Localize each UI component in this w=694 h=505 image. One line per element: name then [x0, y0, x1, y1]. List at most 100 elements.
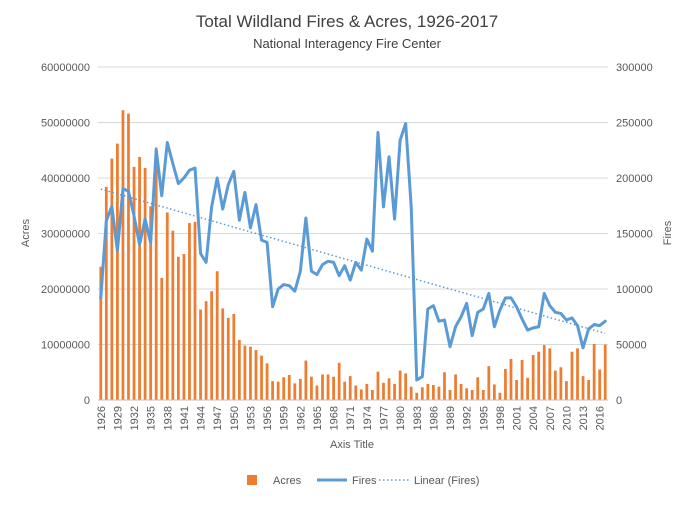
- acres-bar: [553, 370, 557, 400]
- y-axis-left-title: Acres: [20, 218, 32, 247]
- acres-bar: [143, 168, 147, 400]
- y-left-tick-label: 60000000: [41, 62, 90, 74]
- acres-bar: [454, 374, 457, 400]
- acres-bar: [437, 386, 441, 400]
- acres-bar: [193, 221, 197, 400]
- legend-acres-label: Acres: [273, 475, 302, 487]
- y-right-tick-label: 300000: [616, 62, 653, 74]
- y-left-tick-label: 40000000: [41, 173, 90, 185]
- acres-bar: [215, 271, 219, 400]
- acres-bar: [298, 378, 302, 400]
- acres-bar: [293, 383, 297, 400]
- acres-bar: [393, 383, 396, 400]
- acres-bar: [598, 369, 602, 400]
- acres-bar: [359, 389, 363, 400]
- acres-bar: [176, 256, 180, 400]
- y-right-tick-label: 200000: [616, 173, 653, 185]
- acres-bar: [481, 390, 485, 400]
- x-tick-label: 1968: [329, 406, 341, 430]
- acres-bar: [570, 351, 574, 400]
- acres-bar: [237, 340, 241, 400]
- y-right-tick-label: 150000: [616, 229, 653, 241]
- acres-bar: [465, 388, 469, 400]
- acres-bar: [226, 317, 230, 400]
- acres-bar: [382, 382, 385, 400]
- y-left-tick-label: 50000000: [41, 118, 90, 130]
- x-tick-label: 1980: [395, 406, 407, 430]
- acres-bar: [431, 385, 435, 400]
- acres-bar: [415, 392, 419, 400]
- legend: Acres Fires Linear (Fires): [247, 475, 479, 487]
- acres-bar: [121, 110, 125, 400]
- y-left-tick-label: 0: [84, 395, 90, 407]
- acres-bar: [304, 360, 308, 400]
- acres-bar: [165, 212, 169, 400]
- x-tick-label: 1941: [179, 406, 191, 430]
- acres-bar: [276, 381, 280, 400]
- acres-bar: [459, 383, 463, 400]
- acres-bar: [542, 345, 546, 400]
- acres-bar: [271, 381, 274, 400]
- x-tick-label: 1947: [212, 406, 224, 430]
- x-tick-label: 1995: [478, 406, 490, 430]
- x-tick-label: 1998: [495, 406, 507, 430]
- x-tick-label: 2004: [528, 406, 540, 430]
- acres-bar: [492, 384, 496, 400]
- acres-bar: [182, 254, 186, 400]
- acres-bar: [487, 366, 491, 400]
- x-tick-label: 2007: [545, 406, 557, 430]
- y-left-tick-label: 10000000: [41, 340, 90, 352]
- acres-bar: [221, 308, 225, 400]
- acres-bar: [204, 301, 208, 400]
- x-tick-label: 2001: [512, 406, 524, 430]
- x-tick-label: 1926: [96, 406, 108, 430]
- acres-bar: [548, 348, 552, 400]
- acres-bar: [321, 374, 324, 400]
- y-left-tick-label: 20000000: [41, 284, 90, 296]
- acres-bar: [104, 186, 108, 400]
- chart-title: Total Wildland Fires & Acres, 1926-2017: [196, 12, 498, 31]
- y-left-tick-label: 30000000: [41, 229, 90, 241]
- acres-bar: [420, 387, 424, 400]
- acres-bar: [365, 383, 369, 400]
- acres-bar: [99, 266, 103, 400]
- x-tick-label: 2013: [578, 406, 590, 430]
- x-tick-label: 2016: [595, 406, 607, 430]
- acres-bar: [243, 345, 247, 400]
- chart-subtitle: National Interagency Fire Center: [253, 36, 442, 51]
- acres-bar: [476, 377, 480, 400]
- acres-bar: [348, 376, 352, 400]
- x-tick-label: 1971: [345, 406, 357, 430]
- acres-bar: [581, 376, 585, 400]
- acres-bar: [160, 277, 164, 400]
- acres-bar: [265, 363, 269, 400]
- acres-bar: [282, 377, 286, 400]
- acres-bar: [537, 351, 541, 400]
- x-axis-title: Axis Title: [330, 439, 374, 451]
- acres-bar: [337, 362, 341, 400]
- acres-bar: [470, 390, 474, 400]
- x-tick-label: 1929: [112, 406, 124, 430]
- legend-acres-swatch: [247, 475, 257, 485]
- x-tick-label: 1935: [146, 406, 158, 430]
- acres-bar: [332, 376, 335, 400]
- acres-bar: [210, 291, 214, 400]
- acres-bar: [116, 143, 119, 400]
- acres-bar: [443, 372, 446, 400]
- fires-line: [99, 122, 607, 382]
- acres-bar: [515, 380, 518, 400]
- acres-bar: [526, 377, 529, 400]
- fires-trendline: [100, 188, 606, 335]
- acres-bar: [376, 371, 380, 400]
- acres-bar: [504, 368, 507, 400]
- y-right-tick-label: 250000: [616, 118, 653, 130]
- acres-bar: [592, 343, 596, 400]
- x-tick-label: 1953: [245, 406, 257, 430]
- acres-bar: [343, 381, 347, 400]
- x-tick-label: 1932: [129, 406, 141, 430]
- acres-bar: [587, 380, 590, 400]
- legend-trend-label: Linear (Fires): [414, 475, 479, 487]
- acres-bar: [409, 386, 413, 400]
